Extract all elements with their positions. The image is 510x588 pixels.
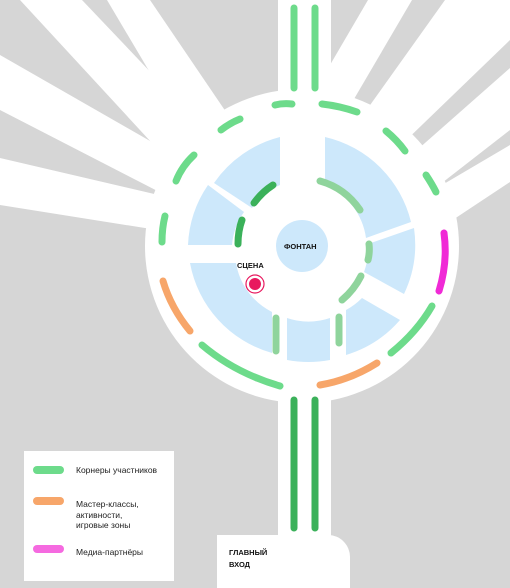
legend-label-corners: Корнеры участников xyxy=(76,465,158,475)
road-north-left-2 xyxy=(20,0,215,168)
corner-ring-top-right-1 xyxy=(318,100,361,116)
inner-corner-top-left-1 xyxy=(250,181,277,207)
road-south xyxy=(278,380,331,540)
legend: Корнеры участников Мастер-классы, активн… xyxy=(24,451,174,581)
corner-ring-left-1 xyxy=(172,151,198,185)
road-north-left-1 xyxy=(107,0,243,157)
inner-corner-top-right xyxy=(316,177,364,214)
zone-right xyxy=(364,228,416,294)
media-east xyxy=(435,229,449,295)
zone-bottom-left xyxy=(190,263,272,353)
workshop-bottom-right xyxy=(316,359,381,389)
zone-top-right xyxy=(325,137,411,238)
corner-ring-bottom-left xyxy=(198,341,284,390)
inner-corner-right-2 xyxy=(338,272,365,304)
legend-swatch-corners xyxy=(33,466,64,474)
corner-ring-top-right-2 xyxy=(382,127,409,155)
workshop-left xyxy=(159,277,194,335)
participant-corners xyxy=(158,4,449,532)
corner-ring-left-2 xyxy=(158,212,169,246)
legend-label-workshops: Мастер-классы, активности, игровые зоны xyxy=(76,499,139,530)
main-entrance: ГЛАВНЫЙ ВХОД xyxy=(217,535,350,588)
zone-bottom-right xyxy=(346,298,400,355)
legend-swatch-workshops xyxy=(33,497,64,505)
zone-left xyxy=(188,185,244,245)
inner-corner-right-1 xyxy=(364,240,373,264)
road-west-2 xyxy=(0,158,180,232)
fountain xyxy=(276,220,328,272)
entrance-label: ГЛАВНЫЙ ВХОД xyxy=(229,548,268,569)
legend-label-media: Медиа-партнёры xyxy=(76,547,144,557)
inner-corners xyxy=(234,177,373,355)
inner-corner-top-left-2 xyxy=(234,216,246,248)
stage-label: СЦЕНА xyxy=(237,261,264,270)
stage-marker xyxy=(245,274,265,294)
corner-ring-top-left xyxy=(217,115,244,134)
corner-ring-top xyxy=(271,100,296,109)
corner-ring-bottom-right xyxy=(387,302,436,357)
corner-ring-right xyxy=(422,171,440,196)
legend-swatch-media xyxy=(33,545,64,553)
zone-bottom xyxy=(287,318,330,363)
zones xyxy=(188,137,416,363)
fountain-label: ФОНТАН xyxy=(284,242,317,251)
road-west-1 xyxy=(0,55,192,200)
